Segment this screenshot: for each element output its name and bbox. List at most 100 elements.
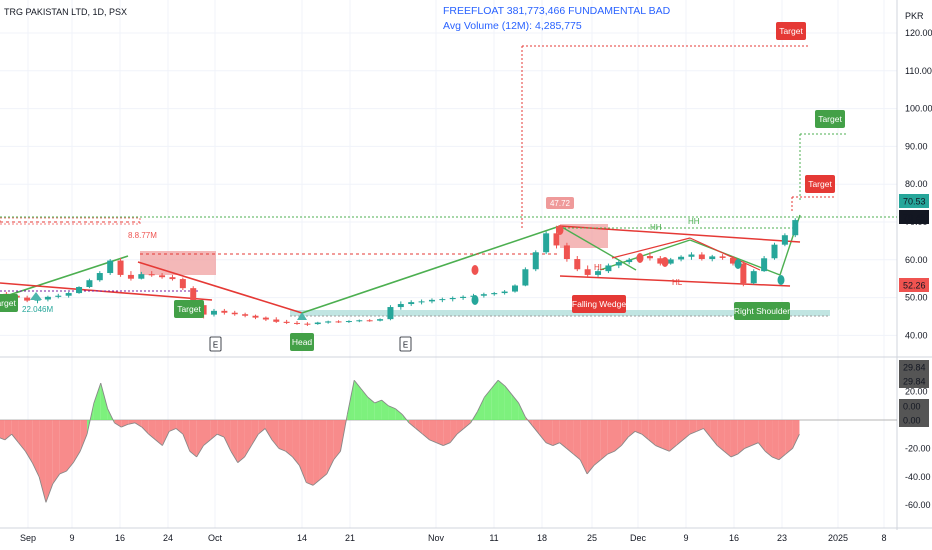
osc-negative-area: [573, 420, 581, 460]
candle-down: [740, 263, 747, 284]
osc-line-segment: [538, 433, 547, 444]
candle-up: [460, 296, 467, 298]
prev-close-badge: 70.45: [899, 210, 929, 224]
osc-line-segment: [689, 430, 697, 435]
candle-down: [553, 233, 560, 246]
osc-line-segment: [655, 445, 663, 449]
pattern-marker: [556, 225, 564, 235]
candle-up: [377, 319, 384, 321]
last-price-badge: 70.53: [899, 194, 929, 208]
osc-line-segment: [703, 428, 711, 438]
candle-up: [781, 235, 788, 245]
osc-negative-area: [409, 420, 416, 429]
osc-line-segment: [134, 422, 143, 428]
osc-negative-area: [18, 420, 26, 452]
osc-line-segment: [764, 450, 773, 458]
target-tag-bg: [805, 175, 835, 193]
candle-up: [688, 254, 695, 257]
osc-negative-area: [552, 420, 560, 446]
osc-line-segment: [292, 456, 300, 466]
osc-line-segment: [778, 453, 787, 461]
osc-line-segment: [648, 439, 656, 446]
osc-negative-area: [717, 420, 725, 452]
target-tag: Target: [776, 22, 806, 40]
osc-negative-area: [683, 420, 690, 440]
candle-down: [283, 321, 290, 323]
candle-up: [480, 294, 487, 296]
candle-down: [657, 258, 664, 264]
candle-down: [148, 274, 155, 276]
osc-negative-area: [155, 420, 163, 446]
osc-negative-area: [141, 420, 149, 435]
osc-line-segment: [11, 433, 19, 444]
target-tag-text: Target: [779, 26, 803, 36]
candle-up: [501, 291, 508, 294]
demand-zone: [290, 310, 830, 316]
osc-negative-area: [443, 420, 451, 446]
candle-up: [325, 321, 332, 323]
osc-negative-area: [148, 420, 156, 440]
wedge-lower: [559, 275, 791, 287]
price-tick-label: 90.00: [905, 141, 928, 151]
osc-line-segment: [662, 447, 670, 452]
osc-line-segment: [395, 408, 403, 415]
volume-note: 22.046M: [22, 305, 53, 314]
osc-value-badge-bg: [899, 360, 929, 374]
osc-negative-area: [593, 420, 601, 466]
candle-up: [86, 280, 93, 288]
oscillator-pane: [0, 379, 897, 503]
osc-line-segment: [360, 388, 369, 398]
time-tick-label: 16: [115, 533, 125, 543]
time-tick-label: 8: [881, 533, 886, 543]
osc-negative-area: [176, 420, 183, 435]
osc-negative-area: [546, 420, 553, 446]
osc-negative-area: [758, 420, 766, 452]
target-tag-bg: [0, 294, 18, 312]
osc-line-segment: [374, 399, 382, 404]
candle-up: [709, 256, 716, 260]
osc-negative-area: [730, 420, 738, 457]
osc-line-segment: [443, 442, 451, 446]
candle-up: [439, 299, 446, 301]
osc-line-segment: [723, 450, 732, 458]
osc-line-segment: [59, 470, 67, 475]
osc-value-badge-text: 0.00: [903, 416, 921, 426]
stop-level-badge-bg: [899, 278, 929, 292]
candle-down: [169, 277, 176, 280]
osc-line-segment: [477, 397, 485, 412]
osc-line-segment: [518, 402, 526, 418]
pattern-annotations: Target Target Target Target Target Head Fallin…: [0, 22, 845, 352]
hl-label: HL: [672, 278, 683, 287]
osc-negative-area: [436, 420, 444, 446]
prev-close-badge-text: 70.45: [903, 213, 926, 223]
hh-label: HH: [650, 223, 662, 232]
osc-negative-area: [230, 420, 238, 463]
head-arrow: [297, 312, 307, 320]
osc-negative-area: [182, 420, 190, 452]
osc-line-segment: [169, 428, 177, 432]
osc-line-segment: [196, 445, 204, 458]
osc-positive-area: [484, 388, 492, 420]
candle-up: [543, 233, 550, 253]
osc-tick-label: 20.00: [905, 387, 928, 397]
candle-down: [179, 279, 186, 289]
candle-up: [107, 260, 114, 274]
osc-line-segment: [264, 428, 273, 441]
wedge-upper: [559, 225, 801, 243]
osc-negative-area: [669, 420, 677, 452]
candle-up: [387, 307, 394, 320]
candle-down: [273, 319, 280, 322]
osc-tick-label: -60.00: [905, 500, 931, 510]
osc-line-segment: [312, 479, 321, 486]
osc-line-segment: [306, 482, 314, 486]
osc-negative-area: [162, 420, 170, 446]
osc-negative-area: [587, 420, 594, 474]
osc-negative-area: [251, 420, 259, 446]
osc-line-segment: [429, 439, 437, 444]
candle-up: [750, 271, 757, 284]
osc-negative-area: [169, 420, 177, 432]
osc-line-segment: [483, 388, 492, 398]
earnings-marker: E: [209, 336, 222, 352]
wedge-inner: [689, 237, 761, 271]
